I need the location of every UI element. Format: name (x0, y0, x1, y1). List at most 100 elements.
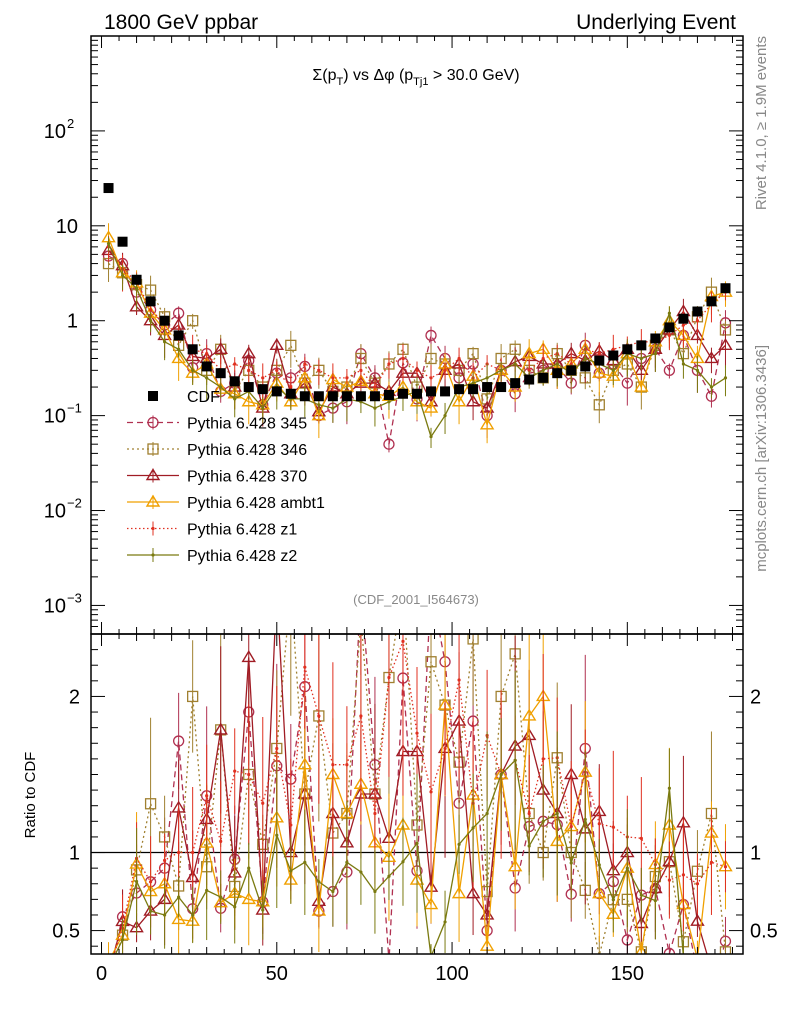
chart-title: Σ(pT) vs Δφ (pTj1 > 30.0 GeV) (312, 67, 519, 88)
series-3-ratio-point (297, 757, 313, 770)
series-5-ratio-point (415, 841, 419, 845)
series-4-point (317, 368, 321, 372)
series-4-ratio-point (387, 675, 391, 680)
legend-marker (145, 468, 161, 481)
series-4-point (275, 368, 279, 372)
mcplots-label: mcplots.cern.ch [arXiv:1306.3436] (753, 345, 770, 572)
series-2-point (269, 337, 285, 351)
data-point (608, 350, 619, 361)
legend-label: Pythia 6.428 370 (187, 469, 307, 486)
series-2-ratio-point (241, 650, 256, 663)
data-point (720, 283, 731, 294)
series-5-point (513, 362, 517, 366)
data-point (510, 378, 521, 389)
series-2-ratio-point (634, 916, 649, 929)
series-5-point (331, 406, 335, 410)
series-1-ratio-point (467, 634, 479, 645)
series-5-point (177, 347, 181, 351)
series-5-ratio-point (275, 833, 279, 837)
series-5-point (541, 368, 545, 372)
series-5-ratio-point (541, 819, 545, 823)
series-3-point (451, 394, 467, 407)
series-4-point (569, 362, 573, 366)
x-tick-label: 100 (435, 963, 468, 985)
series-2-point (479, 400, 495, 413)
series-5-ratio-point (177, 895, 181, 899)
series-4-ratio-point (443, 746, 447, 751)
series-1-ratio-point (187, 690, 199, 703)
series-3-ratio-point (635, 944, 648, 954)
series-4-point (387, 362, 391, 366)
series-5-point (709, 385, 714, 389)
series-2-point (718, 337, 733, 351)
series-1-ratio-point (425, 656, 437, 668)
title-part-tail: > 30.0 GeV) (428, 67, 519, 84)
series-5-point (499, 368, 503, 372)
series-1-point (425, 352, 437, 365)
series-0-point (425, 329, 437, 342)
series-4-ratio-point (709, 860, 714, 864)
title-sub-t: T (336, 76, 343, 88)
series-5-point (653, 352, 657, 356)
data-point (397, 388, 408, 399)
series-4-ratio-point (359, 714, 363, 718)
series-5-point (723, 376, 728, 380)
series-4-ratio-point (597, 822, 601, 826)
legend-marker (151, 553, 155, 557)
data-point (215, 368, 226, 379)
series-5-point (485, 376, 489, 380)
series-2-ratio-point (465, 886, 481, 899)
data-point (103, 183, 114, 194)
legend-label: Pythia 6.428 z1 (187, 522, 297, 539)
series-5-point (583, 356, 587, 361)
data-point (524, 374, 535, 385)
data-point (131, 274, 142, 285)
series-3-point (521, 346, 537, 359)
series-5-point (261, 406, 265, 410)
series-5-point (120, 273, 125, 278)
series-4-ratio-point (247, 772, 251, 777)
series-1-point (144, 284, 157, 296)
series-3-ratio-point (311, 903, 327, 916)
data-point (383, 389, 394, 400)
series-5-ratio-point (233, 905, 237, 909)
series-5-point (134, 286, 139, 290)
series-4-point (415, 368, 419, 372)
series-5-ratio-point (583, 817, 587, 822)
series-5-point (681, 362, 686, 366)
series-5-ratio-point (611, 898, 615, 902)
series-3-point (297, 370, 313, 383)
data-point (187, 344, 198, 355)
series-5-ratio-point (373, 889, 377, 894)
data-point (229, 376, 240, 387)
series-4-point (331, 376, 335, 380)
series-4-ratio-point (345, 763, 349, 767)
series-5-ratio-point (191, 913, 195, 917)
data-point (664, 322, 675, 333)
series-4-ratio-point (303, 665, 307, 669)
series-4-point (148, 308, 153, 312)
series-4-ratio-point (191, 850, 195, 855)
series-5-ratio-point (471, 826, 475, 830)
series-4-point (527, 368, 531, 372)
data-point (243, 382, 254, 393)
series-2-ratio-point (213, 722, 228, 735)
series-4-point (233, 362, 237, 366)
y-tick-exponent: −1 (67, 401, 82, 416)
legend-label: Pythia 6.428 ambt1 (187, 495, 325, 512)
series-1-point (467, 347, 479, 360)
series-4-ratio-point (233, 769, 237, 773)
series-4-ratio-point (317, 714, 321, 718)
data-point (341, 391, 352, 402)
series-4-point (345, 376, 349, 380)
series-5-ratio-point (485, 811, 489, 816)
series-4-point (373, 385, 377, 389)
series-4-ratio-point (723, 865, 728, 869)
series-5-point (443, 414, 447, 418)
legend-label: Pythia 6.428 z2 (187, 548, 297, 565)
series-5-point (373, 406, 377, 410)
data-point (482, 382, 493, 393)
series-3-point (241, 394, 256, 407)
data-point (145, 296, 156, 307)
series-0-point (383, 438, 395, 450)
